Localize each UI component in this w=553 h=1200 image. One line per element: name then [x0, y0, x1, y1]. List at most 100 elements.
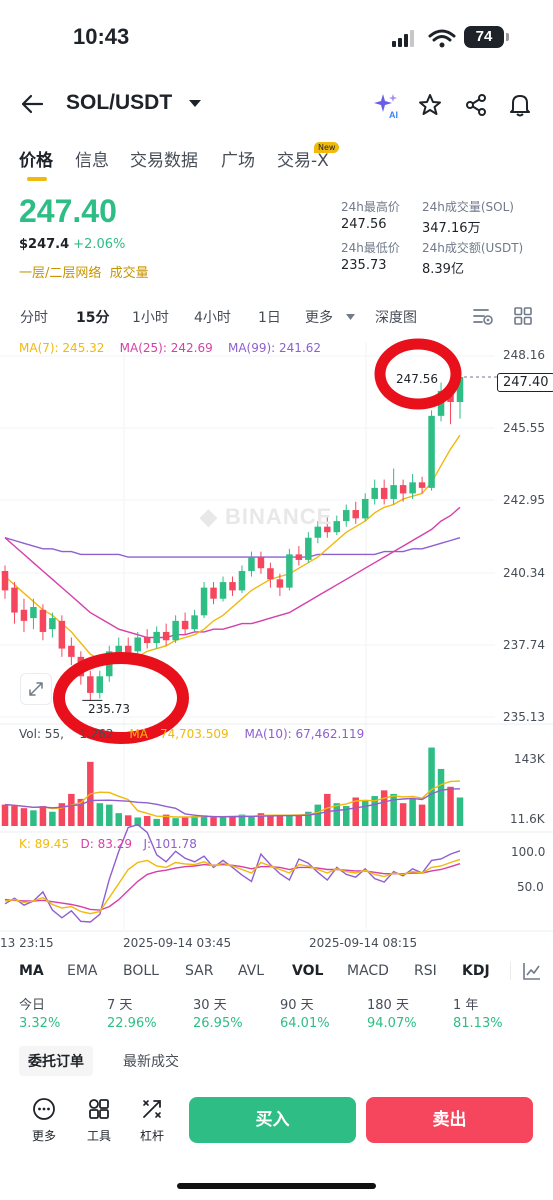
tab-trading-data[interactable]: 交易数据	[130, 151, 198, 171]
volume-bar	[267, 815, 274, 826]
more-button[interactable]	[24, 1097, 64, 1125]
network-tags: 一层/二层网络 成交量	[19, 262, 149, 281]
leverage-button[interactable]	[132, 1097, 172, 1125]
candle-body	[96, 676, 104, 693]
indicator-boll[interactable]: BOLL	[123, 963, 159, 979]
vol-ma10-line	[4, 788, 461, 818]
indicator-avl[interactable]: AVL	[238, 963, 265, 979]
candle-body	[200, 587, 208, 616]
interval-timeline[interactable]: 分时	[20, 310, 48, 326]
expand-button[interactable]	[20, 673, 52, 705]
tab-open-orders[interactable]: 委托订单	[19, 1046, 93, 1076]
back-arrow-icon[interactable]	[20, 93, 44, 115]
perf-label: 1 年	[453, 998, 479, 1013]
kdj-j-line	[4, 823, 461, 923]
share-icon[interactable]	[464, 93, 488, 117]
tab-trade-x[interactable]: 交易-X	[277, 151, 329, 171]
pair-title[interactable]: SOL/USDT	[66, 91, 173, 114]
volume-bar	[295, 815, 303, 826]
tools-button[interactable]	[79, 1097, 119, 1125]
interval-1h[interactable]: 1小时	[132, 310, 169, 326]
indicator-ema[interactable]: EMA	[67, 963, 98, 979]
candle-body	[380, 487, 388, 499]
buy-button[interactable]: 买入	[189, 1097, 356, 1143]
indicator-kdj[interactable]: KDJ	[462, 963, 490, 979]
kdj-k-legend: K: 89.45	[19, 837, 70, 851]
indicator-ma[interactable]: MA	[19, 963, 44, 979]
candle-body	[115, 645, 122, 655]
new-badge: New	[314, 142, 340, 153]
more-label[interactable]: 更多	[31, 1129, 56, 1143]
highlight-circle-high	[374, 338, 462, 410]
candle-body	[87, 676, 94, 693]
interval-1d[interactable]: 1日	[258, 310, 281, 326]
volume-bar	[181, 817, 189, 826]
candle-body	[276, 579, 284, 588]
perf-value: 81.13%	[453, 1016, 503, 1031]
volume-bar	[314, 804, 322, 826]
leverage-label[interactable]: 杠杆	[139, 1129, 164, 1143]
low-annotation: 235.73	[88, 702, 130, 716]
indicator-vol[interactable]: VOL	[292, 963, 324, 979]
dropdown-caret-icon[interactable]	[188, 99, 202, 108]
candle-body	[286, 554, 293, 588]
candle-body	[20, 609, 28, 621]
tab-square[interactable]: 广场	[221, 151, 255, 171]
perf-value: 94.07%	[367, 1016, 417, 1031]
volume-bar	[437, 768, 445, 826]
volume-bar	[143, 816, 151, 826]
candle-body	[248, 557, 255, 571]
depth-chart-tab[interactable]: 深度图	[375, 310, 417, 326]
indicator-sar[interactable]: SAR	[185, 963, 214, 979]
chart-settings-icon[interactable]	[472, 306, 494, 326]
binance-watermark: ◆ BINANCE	[200, 504, 333, 529]
vol-usdt-label: 24h成交额(USDT)	[422, 241, 524, 255]
time-axis-label: 13 23:15	[0, 936, 54, 950]
indicator-rsi[interactable]: RSI	[414, 963, 437, 979]
interval-more[interactable]: 更多	[305, 310, 333, 326]
indicator-settings-icon[interactable]	[522, 961, 542, 981]
ma25-line	[4, 506, 461, 639]
grid-icon[interactable]	[514, 307, 532, 325]
volume-bar	[210, 816, 217, 826]
candle-body	[314, 526, 322, 538]
time-axis-label: 2025-09-14 08:15	[309, 936, 418, 950]
volume-bar	[371, 796, 378, 826]
ma-legend: MA(7): 245.32 MA(25): 242.69 MA(99): 241…	[19, 341, 321, 355]
volume-bar	[361, 801, 369, 826]
candle-body	[153, 631, 160, 644]
vol-legend-value-b: 1.262	[79, 727, 114, 741]
network-tag[interactable]: 一层/二层网络	[19, 266, 102, 281]
perf-value: 3.32%	[19, 1016, 61, 1031]
volume-bar	[20, 808, 28, 826]
volume-bar	[68, 793, 75, 826]
perf-value: 64.01%	[280, 1016, 330, 1031]
volume-bar	[39, 806, 47, 826]
candle-body	[134, 637, 141, 652]
candle-body	[409, 482, 416, 494]
tab-price[interactable]: 价格	[19, 151, 53, 171]
fiat-price-value: $247.4	[19, 237, 70, 252]
perf-label: 180 天	[367, 998, 409, 1013]
volume-tag[interactable]: 成交量	[109, 266, 149, 281]
tab-info[interactable]: 信息	[75, 151, 109, 171]
candle-body	[143, 637, 151, 644]
more-caret-icon[interactable]	[345, 313, 356, 321]
kline-chart[interactable]	[0, 334, 553, 954]
tab-recent-trades[interactable]: 最新成交	[123, 1054, 179, 1070]
candle-body	[58, 620, 66, 649]
interval-4h[interactable]: 4小时	[194, 310, 231, 326]
kdj-j-legend: J: 101.78	[143, 837, 197, 851]
candle-body	[324, 526, 331, 533]
indicator-macd[interactable]: MACD	[347, 963, 389, 979]
tools-label[interactable]: 工具	[86, 1129, 111, 1143]
sell-button[interactable]: 卖出	[366, 1097, 533, 1143]
price-axis-label: 235.13	[503, 710, 545, 724]
bell-icon[interactable]	[508, 92, 532, 118]
ai-sparkle-icon[interactable]: AI	[372, 92, 400, 120]
star-icon[interactable]	[418, 93, 442, 117]
interval-15m[interactable]: 15分	[76, 310, 110, 326]
svg-text:AI: AI	[389, 110, 398, 120]
vol-ma10-legend: MA(10): 67,462.119	[244, 727, 365, 741]
tab-active-indicator	[27, 177, 47, 181]
